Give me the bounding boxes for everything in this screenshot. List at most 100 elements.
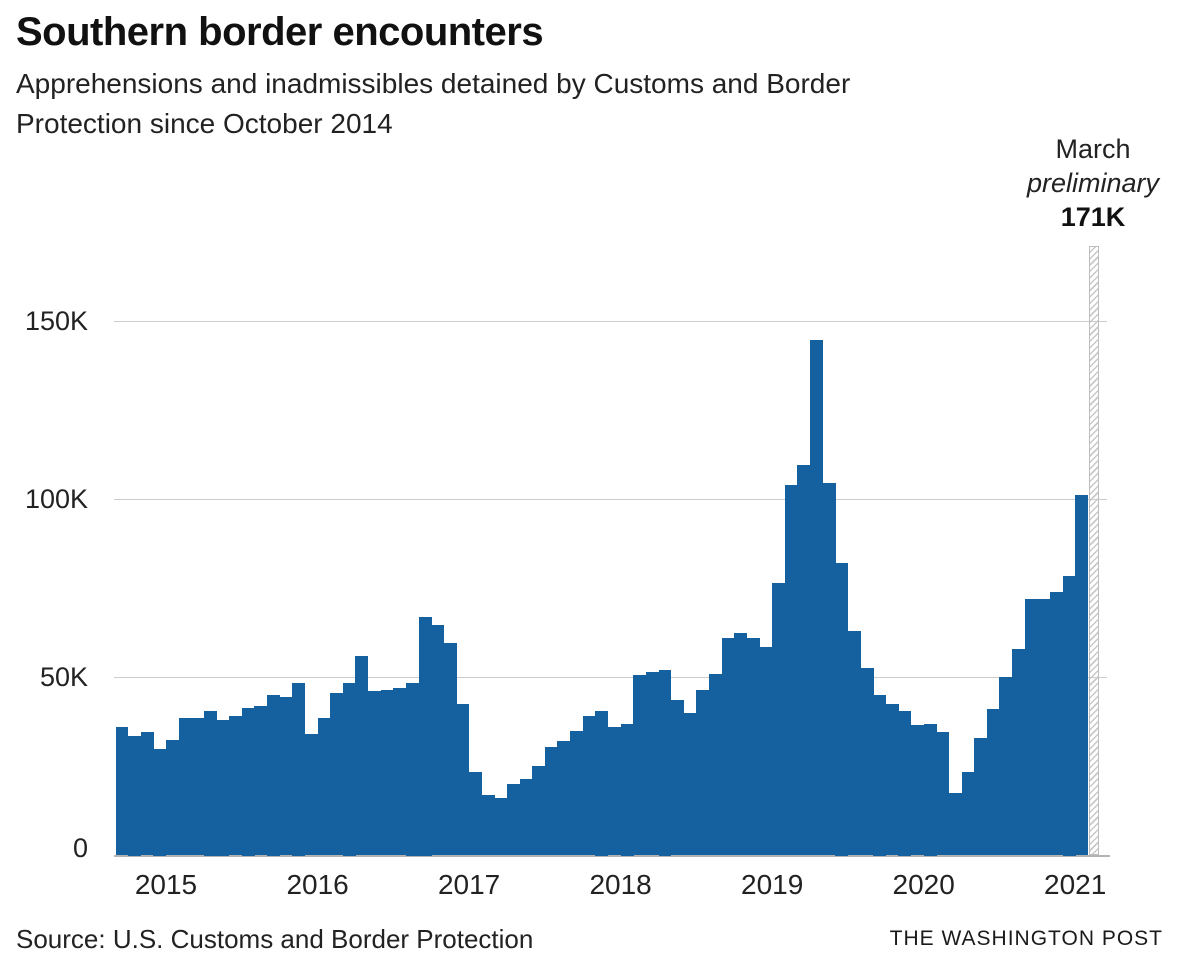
bar xyxy=(166,739,179,856)
bar xyxy=(645,671,659,856)
bar xyxy=(1024,598,1038,856)
bar xyxy=(494,798,508,856)
bar xyxy=(734,632,748,856)
bar xyxy=(229,716,243,856)
gridline-50K xyxy=(114,677,1107,679)
bar xyxy=(304,734,318,856)
subtitle-line-2: Protection since October 2014 xyxy=(16,108,393,139)
bar xyxy=(772,582,786,856)
chart-subtitle: Apprehensions and inadmissibles detained… xyxy=(16,64,850,144)
bar xyxy=(986,709,1000,856)
bar xyxy=(873,695,887,856)
bar xyxy=(721,637,735,856)
bar xyxy=(418,616,432,856)
bar xyxy=(683,712,697,856)
bar xyxy=(254,705,268,856)
bar xyxy=(456,703,470,856)
annotation-value-label: 171K xyxy=(1060,202,1126,232)
bar xyxy=(368,691,382,856)
bar xyxy=(746,637,760,856)
x-axis-label-2020: 2020 xyxy=(892,869,955,900)
bar xyxy=(759,646,773,856)
bar xyxy=(519,778,533,856)
y-axis-label-150K: 150K xyxy=(24,305,88,336)
y-axis-label-50K: 50K xyxy=(39,662,88,693)
subtitle-line-1: Apprehensions and inadmissibles detained… xyxy=(16,68,851,99)
bar-preliminary xyxy=(1089,245,1100,856)
bar xyxy=(241,707,255,856)
bar xyxy=(620,723,634,856)
bar xyxy=(405,682,419,856)
gridline-100K xyxy=(114,498,1107,500)
bar xyxy=(393,687,407,856)
preliminary-annotation: March preliminary 171K xyxy=(1003,132,1181,234)
x-axis-line xyxy=(114,855,1110,857)
bar xyxy=(860,668,874,856)
bar xyxy=(178,718,192,856)
bar xyxy=(810,340,824,856)
bar xyxy=(342,682,356,856)
bar xyxy=(216,720,230,856)
bar xyxy=(544,746,558,856)
x-axis-label-2016: 2016 xyxy=(286,869,349,900)
x-axis-label-2017: 2017 xyxy=(437,869,501,900)
bar xyxy=(582,716,596,856)
bar xyxy=(784,484,798,856)
bar xyxy=(885,703,899,856)
source-note: Source: U.S. Customs and Border Protecti… xyxy=(16,924,534,954)
bar xyxy=(317,718,331,856)
bar xyxy=(153,748,167,856)
x-axis-label-2018: 2018 xyxy=(589,869,652,900)
bar xyxy=(557,741,571,856)
bar xyxy=(948,793,962,856)
bar xyxy=(431,625,445,856)
bar xyxy=(797,464,811,856)
bar xyxy=(961,771,975,856)
bar xyxy=(330,693,344,856)
x-axis-label-2015: 2015 xyxy=(134,869,198,900)
x-axis-label-2019: 2019 xyxy=(741,869,804,900)
bar xyxy=(532,766,546,856)
x-axis-label-2021: 2021 xyxy=(1044,869,1107,900)
annotation-month-label: March xyxy=(1055,134,1131,164)
bar xyxy=(115,727,129,856)
bar xyxy=(595,711,609,856)
bar xyxy=(267,695,280,856)
bar xyxy=(847,630,861,856)
bar xyxy=(1012,648,1026,856)
bar xyxy=(1037,598,1051,856)
bar xyxy=(380,689,394,856)
bar xyxy=(1049,591,1063,856)
bar xyxy=(279,696,293,856)
bar xyxy=(709,673,722,856)
bar xyxy=(140,732,154,856)
bar xyxy=(1075,495,1089,856)
bar xyxy=(911,725,925,856)
bar xyxy=(974,737,988,856)
gridline-150K xyxy=(114,320,1107,322)
chart-title: Southern border encounters xyxy=(16,10,544,54)
bar xyxy=(191,718,205,856)
y-axis-label-100K: 100K xyxy=(24,483,88,514)
bar xyxy=(481,794,495,856)
bar xyxy=(898,711,912,856)
bar xyxy=(671,700,685,856)
bar xyxy=(923,723,937,856)
bar xyxy=(570,730,584,856)
bar xyxy=(696,689,710,856)
bar xyxy=(203,711,217,856)
bar xyxy=(608,727,621,856)
bar xyxy=(1062,575,1076,856)
bar xyxy=(355,655,369,856)
bar xyxy=(292,682,306,856)
bar xyxy=(633,675,647,856)
bar xyxy=(506,784,520,856)
bar xyxy=(835,563,849,856)
publisher-credit: THE WASHINGTON POST xyxy=(889,927,1163,950)
y-axis-label-0: 0 xyxy=(72,832,88,863)
bar xyxy=(936,732,950,856)
bar xyxy=(469,771,483,856)
bar xyxy=(822,482,836,856)
